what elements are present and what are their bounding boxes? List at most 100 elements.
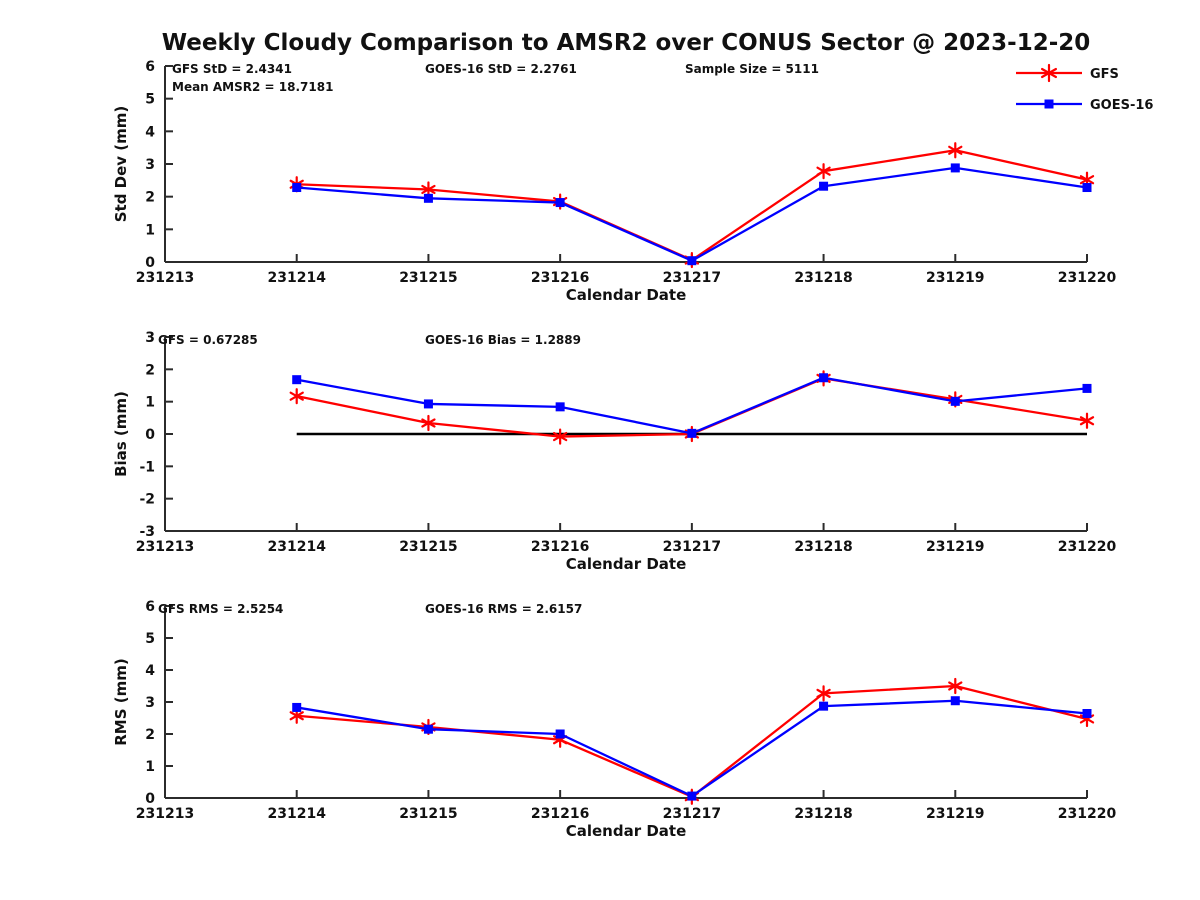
x-tick-label: 231213 [136,270,194,286]
x-tick-label: 231215 [399,539,457,555]
y-tick-label: 2 [145,727,155,743]
stat-annotation: GOES-16 RMS = 2.6157 [425,602,582,616]
x-tick-label: 231220 [1058,806,1117,822]
x-tick-label: 231213 [136,806,194,822]
y-tick-label: 0 [145,791,155,807]
y-tick-label: 3 [145,157,155,173]
goes-16-marker [687,256,697,266]
x-tick-label: 231220 [1058,270,1117,286]
x-tick-label: 231216 [531,539,589,555]
y-tick-label: 2 [145,362,155,378]
x-axis-title: Calendar Date [566,286,687,304]
gfs-marker [552,428,568,445]
goes-16-line [296,376,1088,435]
gfs-line [296,149,1088,262]
y-axis-title: RMS (mm) [112,658,130,745]
figure-title: Weekly Cloudy Comparison to AMSR2 over C… [161,30,1091,56]
legend: GFS GOES-16 [1016,63,1153,113]
y-tick-label: 4 [145,124,155,140]
y-axis-title: Std Dev (mm) [112,106,130,223]
y-tick-label: 1 [145,395,155,411]
x-tick-label: 231219 [926,806,984,822]
x-tick-label: 231220 [1058,539,1117,555]
stat-annotation: Sample Size = 5111 [685,62,819,76]
y-tick-label: -1 [139,459,155,475]
gfs-marker [421,414,436,432]
gfs-marker [816,685,831,702]
x-tick-label: 231218 [794,806,852,822]
goes-16-marker [950,163,960,173]
y-tick-label: 6 [145,59,155,75]
goes-16-marker [555,729,565,739]
x-tick-label: 231219 [926,270,984,286]
y-tick-label: -3 [139,524,155,540]
goes-16-marker [687,791,697,801]
y-tick-label: 3 [145,330,155,346]
goes-16-marker [819,181,829,191]
y-tick-label: 0 [145,427,155,443]
x-tick-label: 231217 [663,806,721,822]
x-tick-label: 231218 [794,539,852,555]
goes-16-marker [423,399,433,409]
goes-16-marker [819,701,829,711]
legend-asterisk-marker [1040,63,1058,83]
x-tick-label: 231215 [399,270,457,286]
goes-16-marker [292,375,302,385]
x-tick-label: 231218 [794,270,852,286]
y-tick-label: 5 [145,92,155,108]
chart-rms: 0 1 2 3 4 5 6 231213 231214 231215 231216 231217 231… [112,599,1116,840]
goes-16-marker [950,696,960,706]
x-tick-label: 231215 [399,806,457,822]
y-tick-label: 1 [145,759,155,775]
gfs-marker [816,163,831,180]
goes-16-marker [423,724,433,734]
goes-16-marker [819,373,829,383]
stat-annotation: Mean AMSR2 = 18.7181 [172,80,333,94]
y-tick-label: 3 [145,695,155,711]
x-tick-label: 231214 [267,539,326,555]
goes-16-line [296,699,1088,798]
stat-annotation: GOES-16 Bias = 1.2889 [425,333,581,347]
stat-annotation: GFS RMS = 2.5254 [158,602,283,616]
y-tick-label: 0 [145,255,155,271]
y-tick-label: 2 [145,190,155,206]
legend-label: GFS [1090,67,1119,82]
y-tick-label: 5 [145,631,155,647]
chart-std-dev: 0 1 2 3 4 5 6 231213 231214 231215 231216 231217 231… [112,59,1116,304]
y-axis-title: Bias (mm) [112,391,130,477]
goes-16-marker [292,183,302,193]
x-tick-label: 231214 [267,806,326,822]
goes-16-marker [292,702,302,712]
x-tick-label: 231217 [663,539,721,555]
goes-16-marker [555,402,565,412]
x-tick-label: 231219 [926,539,984,555]
y-tick-label: 6 [145,599,155,615]
x-tick-label: 231213 [136,539,194,555]
stat-annotation: GFS = 0.67285 [158,333,258,347]
legend-label: GOES-16 [1090,98,1153,113]
goes-16-marker [423,193,433,203]
y-tick-label: -2 [139,492,155,508]
goes-16-marker [555,198,565,208]
stat-annotation: GFS StD = 2.4341 [172,62,292,76]
x-tick-label: 231216 [531,806,589,822]
x-axis-title: Calendar Date [566,555,687,573]
y-tick-label: 4 [145,663,155,679]
y-tick-label: 1 [145,222,155,238]
gfs-marker [289,388,304,405]
goes-16-marker [687,428,697,438]
x-tick-label: 231214 [267,270,326,286]
goes-16-marker [1082,709,1092,719]
x-tick-label: 231216 [531,270,589,286]
gfs-marker [948,142,963,159]
gfs-marker [948,677,963,695]
x-tick-label: 231217 [663,270,721,286]
goes-16-marker [950,396,960,406]
goes-16-line [296,166,1088,262]
x-axis-title: Calendar Date [566,822,687,840]
goes-16-marker [1082,183,1092,193]
stat-annotation: GOES-16 StD = 2.2761 [425,62,577,76]
